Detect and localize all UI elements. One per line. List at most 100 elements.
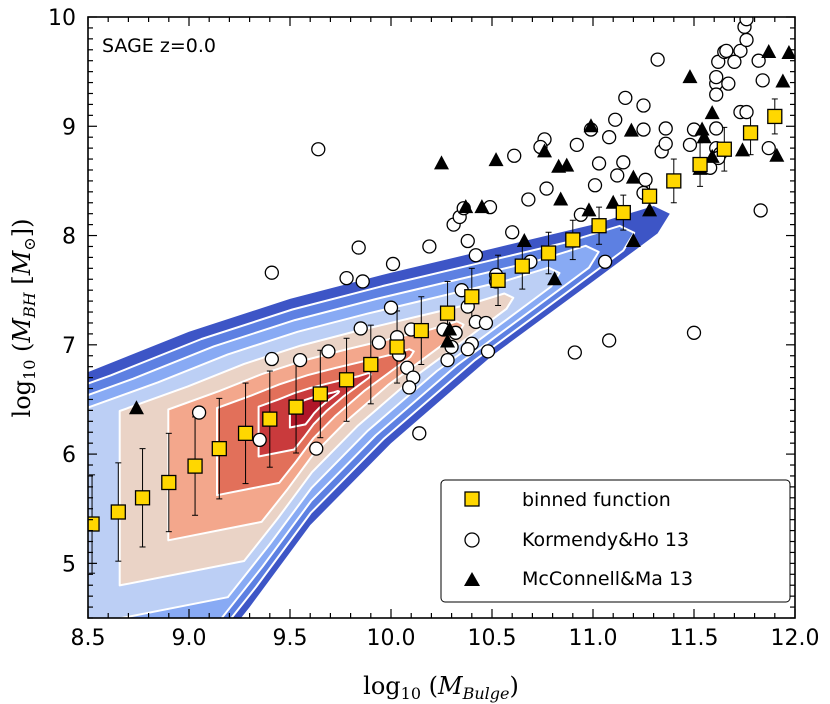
mcconnell-point <box>625 233 641 248</box>
kormendy-point <box>761 140 776 156</box>
kormendy-point <box>412 426 427 441</box>
binned-point <box>288 399 304 415</box>
kormendy-point <box>618 90 633 106</box>
x-tick-label: 12.0 <box>771 626 820 651</box>
binned-point <box>237 425 254 441</box>
kormendy-point <box>353 321 368 336</box>
kormendy-point <box>638 172 653 187</box>
kormendy-point <box>383 300 399 315</box>
y-axis-label: log10 (MBH [M⊙]) <box>8 219 39 418</box>
binned-point <box>134 490 151 506</box>
legend-triangle-marker <box>464 572 480 586</box>
mcconnell-point <box>775 73 791 88</box>
binned-point <box>211 440 227 457</box>
mcconnell-point <box>704 105 720 120</box>
kormendy-point <box>686 325 702 340</box>
binned-point <box>767 108 783 125</box>
mcconnell-point <box>642 202 658 217</box>
kormendy-point <box>264 265 279 280</box>
kormendy-point <box>371 335 387 350</box>
mcconnell-point <box>623 122 639 137</box>
y-tick-label: 10 <box>48 6 76 31</box>
binned-point <box>312 386 328 402</box>
kormendy-point <box>567 345 582 360</box>
binned-point <box>742 125 759 141</box>
binned-point <box>666 173 682 189</box>
binned-point <box>692 156 708 173</box>
mcconnell-point <box>474 199 490 214</box>
kormendy-point <box>597 254 613 269</box>
mcconnell-point <box>583 118 599 133</box>
kormendy-point <box>339 271 354 286</box>
mcconnell-point <box>516 233 532 248</box>
mcconnell-point <box>488 152 504 167</box>
binned-point <box>565 232 581 248</box>
kormendy-ho-points <box>191 17 776 456</box>
mcconnell-point <box>434 155 449 170</box>
legend-label-binned: binned function <box>522 489 671 511</box>
kormendy-point <box>610 168 625 183</box>
binned-point <box>262 411 278 427</box>
mcconnell-point <box>128 400 144 415</box>
binned-point <box>389 339 405 355</box>
legend: binned function Kormendy&Ho 13 McConnell… <box>440 479 791 603</box>
kormendy-point <box>658 136 673 151</box>
kormendy-point <box>709 69 724 85</box>
y-tick-label: 5 <box>62 552 76 577</box>
binned-point <box>716 141 732 157</box>
kormendy-point <box>468 248 483 263</box>
kormendy-point <box>709 87 724 102</box>
legend-label-mcconnell: McConnell&Ma 13 <box>522 568 693 590</box>
binned-point <box>615 204 631 221</box>
kormendy-point <box>460 233 475 249</box>
binned-point <box>464 289 480 305</box>
mcconnell-point <box>781 45 795 60</box>
kormendy-point <box>587 178 603 193</box>
kormendy-point <box>719 43 734 59</box>
y-tick-label: 6 <box>62 443 76 468</box>
kormendy-point <box>733 43 748 59</box>
binned-function-points <box>88 108 783 532</box>
axis-ticks: 8.5 9.0 9.5 10.0 10.5 11.0 11.5 12.0 5 6 7 8 9 10 <box>48 6 819 651</box>
legend-box <box>440 479 791 603</box>
mcconnell-point <box>696 129 712 144</box>
kormendy-point <box>521 192 536 207</box>
binned-point <box>413 322 429 339</box>
mcconnell-point <box>581 202 597 217</box>
mcconnell-point <box>704 148 720 163</box>
x-tick-label: 10.5 <box>468 626 517 651</box>
kormendy-point <box>292 352 308 368</box>
kormendy-point <box>602 333 617 348</box>
kormendy-point <box>755 73 770 88</box>
kormendy-point <box>385 256 401 272</box>
mcconnell-ma-points <box>128 43 795 415</box>
kormendy-point <box>602 130 617 145</box>
legend-label-kormendy: Kormendy&Ho 13 <box>522 529 689 551</box>
y-tick-label: 8 <box>62 225 76 250</box>
kormendy-point <box>309 441 324 456</box>
kormendy-point <box>460 342 475 357</box>
kormendy-point <box>591 156 607 171</box>
mcconnell-point <box>442 321 458 336</box>
mcconnell-point <box>734 142 750 157</box>
mcconnell-point <box>458 199 474 214</box>
kormendy-point <box>402 380 417 395</box>
x-tick-label: 9.5 <box>273 626 308 651</box>
binned-point <box>187 458 203 474</box>
kormendy-point <box>422 239 437 254</box>
binned-point <box>591 218 607 234</box>
mcconnell-point <box>682 69 698 84</box>
legend-square-marker <box>464 491 480 507</box>
kormendy-point <box>709 121 724 136</box>
kormendy-point <box>480 344 496 359</box>
mcconnell-point <box>537 143 553 158</box>
binned-point <box>110 504 126 520</box>
kormendy-point <box>440 352 455 368</box>
binned-point <box>514 258 530 274</box>
mcconnell-point <box>440 333 456 348</box>
kormendy-point <box>539 181 554 196</box>
binned-point <box>439 305 456 321</box>
kormendy-point <box>507 148 522 163</box>
x-tick-label: 10.0 <box>367 626 416 651</box>
contour-level-8 <box>257 372 373 458</box>
